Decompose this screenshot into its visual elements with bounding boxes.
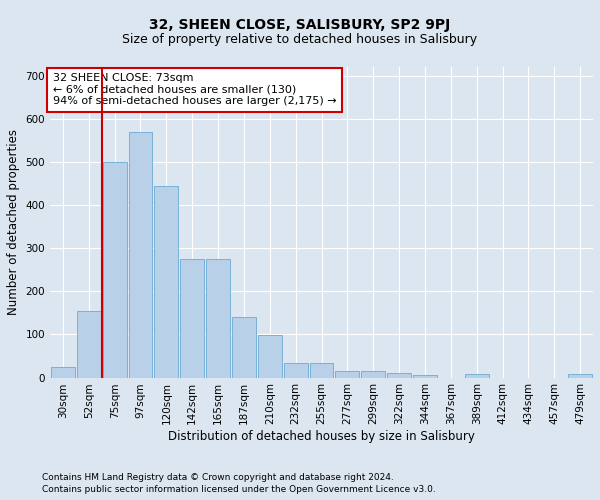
Text: Contains public sector information licensed under the Open Government Licence v3: Contains public sector information licen… [42,485,436,494]
Text: 32 SHEEN CLOSE: 73sqm
← 6% of detached houses are smaller (130)
94% of semi-deta: 32 SHEEN CLOSE: 73sqm ← 6% of detached h… [53,73,337,106]
Bar [465,374,488,378]
Y-axis label: Number of detached properties: Number of detached properties [7,129,20,315]
Bar [128,132,152,378]
Text: 32, SHEEN CLOSE, SALISBURY, SP2 9PJ: 32, SHEEN CLOSE, SALISBURY, SP2 9PJ [149,18,451,32]
Bar [258,335,281,378]
X-axis label: Distribution of detached houses by size in Salisbury: Distribution of detached houses by size … [168,430,475,443]
Bar [568,374,592,378]
Bar [361,371,385,378]
Bar [310,364,334,378]
Bar [103,162,127,378]
Bar [284,364,308,378]
Bar [51,366,75,378]
Bar [206,259,230,378]
Bar [181,259,204,378]
Bar [232,317,256,378]
Bar [413,376,437,378]
Bar [387,373,411,378]
Bar [154,186,178,378]
Text: Contains HM Land Registry data © Crown copyright and database right 2024.: Contains HM Land Registry data © Crown c… [42,472,394,482]
Text: Size of property relative to detached houses in Salisbury: Size of property relative to detached ho… [122,32,478,46]
Bar [77,310,101,378]
Bar [335,371,359,378]
